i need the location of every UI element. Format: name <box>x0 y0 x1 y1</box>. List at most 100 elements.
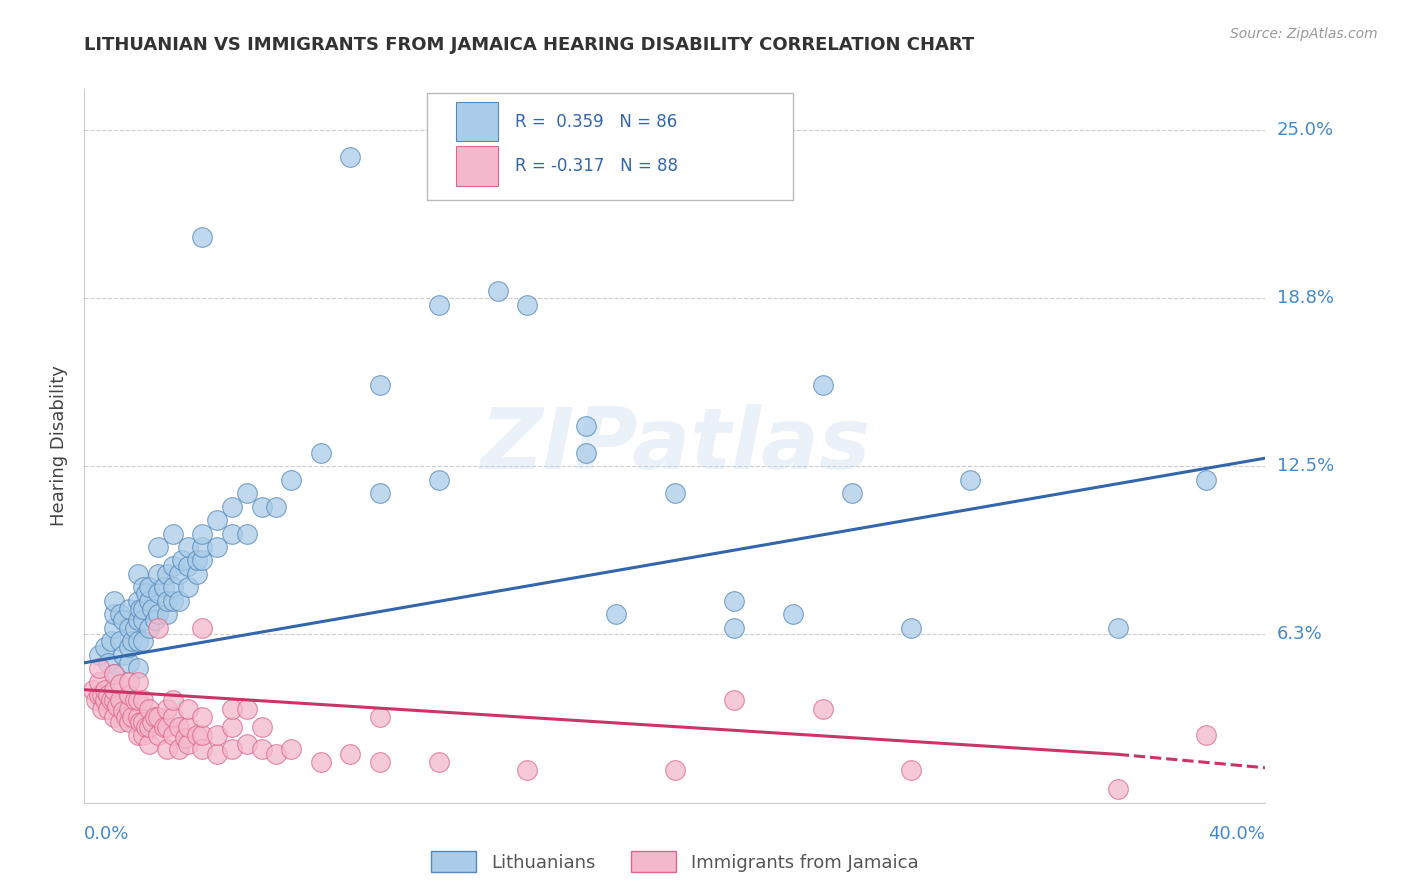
Text: 40.0%: 40.0% <box>1209 825 1265 843</box>
Point <box>105 698 128 713</box>
Point <box>167 742 190 756</box>
Point <box>111 648 134 662</box>
Point <box>148 566 170 581</box>
Point <box>280 473 302 487</box>
Point <box>221 526 243 541</box>
Point <box>177 540 200 554</box>
Point <box>664 764 686 778</box>
Point <box>173 731 195 746</box>
Point <box>162 594 184 608</box>
Point <box>368 486 391 500</box>
Point <box>264 747 288 762</box>
Point <box>250 500 273 514</box>
Point <box>575 446 598 460</box>
Point <box>177 701 200 715</box>
Point <box>97 701 120 715</box>
Text: Source: ZipAtlas.com: Source: ZipAtlas.com <box>1230 27 1378 41</box>
Point <box>138 594 160 608</box>
Text: R =  0.359   N = 86: R = 0.359 N = 86 <box>516 112 678 130</box>
Point <box>118 701 141 715</box>
Point <box>148 540 170 554</box>
Point <box>664 486 686 500</box>
Point <box>156 720 179 734</box>
Point <box>339 149 361 163</box>
Point <box>132 634 155 648</box>
Point <box>129 602 152 616</box>
Point <box>339 747 361 762</box>
Point <box>723 594 745 608</box>
Point <box>148 586 170 600</box>
Point <box>427 298 450 312</box>
Point <box>162 558 184 573</box>
Point <box>841 486 863 500</box>
Point <box>900 621 922 635</box>
Point <box>235 526 259 541</box>
Point <box>191 621 214 635</box>
Point <box>127 661 149 675</box>
Point <box>141 602 163 616</box>
Point <box>221 500 243 514</box>
Text: 18.8%: 18.8% <box>1277 289 1333 307</box>
Point <box>235 486 259 500</box>
Point <box>132 729 155 743</box>
Point <box>156 566 179 581</box>
Point <box>575 418 598 433</box>
Point <box>118 621 141 635</box>
Point <box>94 693 117 707</box>
Point <box>100 693 122 707</box>
Point <box>156 701 179 715</box>
Point <box>118 688 141 702</box>
Point <box>177 580 200 594</box>
Point <box>900 764 922 778</box>
Point <box>170 553 193 567</box>
Point <box>191 553 214 567</box>
Point <box>177 737 200 751</box>
Point <box>427 756 450 770</box>
Point <box>205 747 228 762</box>
Point <box>191 230 214 244</box>
Point <box>811 378 834 392</box>
Point <box>127 693 149 707</box>
Point <box>108 607 131 622</box>
Point <box>121 634 143 648</box>
Point <box>723 621 745 635</box>
Point <box>959 473 981 487</box>
Point <box>205 729 228 743</box>
Point <box>156 742 179 756</box>
Point <box>205 513 228 527</box>
Point <box>84 693 107 707</box>
Text: 6.3%: 6.3% <box>1277 625 1322 643</box>
Point <box>221 701 243 715</box>
Point <box>723 693 745 707</box>
Point <box>124 693 146 707</box>
Point <box>138 701 160 715</box>
Point <box>87 674 111 689</box>
Point <box>177 558 200 573</box>
Point <box>103 607 125 622</box>
Text: LITHUANIAN VS IMMIGRANTS FROM JAMAICA HEARING DISABILITY CORRELATION CHART: LITHUANIAN VS IMMIGRANTS FROM JAMAICA HE… <box>84 36 974 54</box>
Point <box>156 607 179 622</box>
Point <box>114 709 136 723</box>
Text: 0.0%: 0.0% <box>84 825 129 843</box>
Point <box>97 688 120 702</box>
Point <box>1107 782 1129 797</box>
Point <box>148 729 170 743</box>
Point <box>124 621 146 635</box>
Point <box>132 613 155 627</box>
Point <box>118 714 141 729</box>
Point <box>368 378 391 392</box>
Point <box>121 709 143 723</box>
Point <box>191 540 214 554</box>
Point <box>177 720 200 734</box>
Point <box>87 688 111 702</box>
Point <box>221 742 243 756</box>
Point <box>82 682 104 697</box>
Point <box>162 729 184 743</box>
Bar <box>457 146 498 186</box>
Point <box>186 553 208 567</box>
Point <box>782 607 804 622</box>
Point <box>108 693 131 707</box>
Point <box>368 756 391 770</box>
Text: ZIPatlas: ZIPatlas <box>479 404 870 488</box>
Point <box>94 682 117 697</box>
